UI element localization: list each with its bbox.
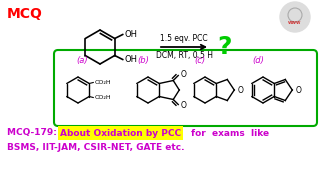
FancyBboxPatch shape <box>54 50 317 126</box>
Text: DCM, RT, 0.5 H: DCM, RT, 0.5 H <box>156 51 212 60</box>
Text: CO₂H: CO₂H <box>94 80 111 85</box>
Text: MCQ: MCQ <box>7 7 43 21</box>
Text: OH: OH <box>125 55 138 64</box>
Text: 1.5 eqv. PCC: 1.5 eqv. PCC <box>160 34 208 43</box>
Text: MCQ-179:: MCQ-179: <box>7 129 60 138</box>
Text: (a): (a) <box>76 55 88 64</box>
Text: O: O <box>180 70 186 79</box>
Text: CO₂H: CO₂H <box>94 95 111 100</box>
Text: O: O <box>295 86 301 94</box>
Text: O: O <box>180 101 186 110</box>
Text: BSMS, IIT-JAM, CSIR-NET, GATE etc.: BSMS, IIT-JAM, CSIR-NET, GATE etc. <box>7 143 185 152</box>
Text: www: www <box>288 19 302 24</box>
Circle shape <box>280 2 310 32</box>
Text: (c): (c) <box>195 55 205 64</box>
Text: for  exams  like: for exams like <box>188 129 269 138</box>
Text: (d): (d) <box>252 55 264 64</box>
Text: O: O <box>237 86 243 94</box>
Text: OH: OH <box>125 30 138 39</box>
Text: About Oxidation by PCC: About Oxidation by PCC <box>60 129 181 138</box>
Text: ?: ? <box>217 35 231 59</box>
Text: (b): (b) <box>137 55 149 64</box>
